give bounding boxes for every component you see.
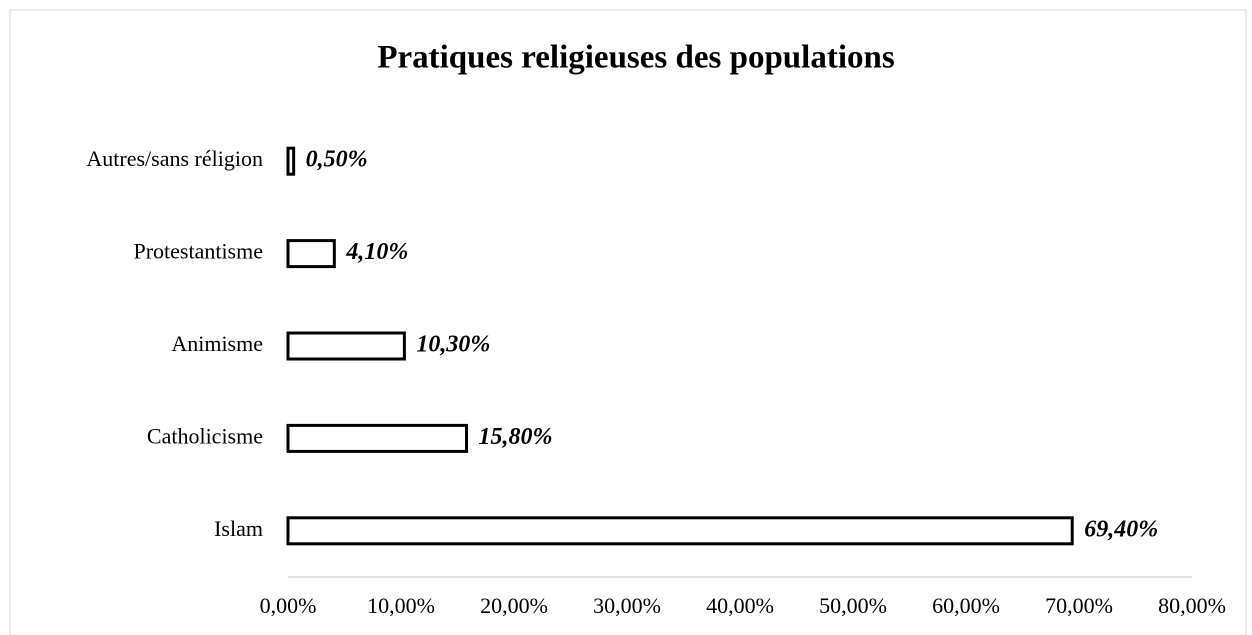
x-tick-label: 60,00%	[932, 593, 1000, 618]
bar	[286, 239, 336, 269]
data-label: 15,80%	[479, 424, 553, 450]
y-tick-label: Animisme	[171, 331, 263, 356]
bar	[286, 423, 469, 453]
bar	[286, 331, 406, 361]
x-tick-label: 30,00%	[593, 593, 661, 618]
data-label: 69,40%	[1084, 516, 1158, 542]
x-tick-label: 10,00%	[367, 593, 435, 618]
y-tick-label: Autres/sans réligion	[86, 146, 263, 171]
chart-title: Pratiques religieuses des populations	[377, 40, 895, 76]
x-tick-label: 0,00%	[260, 593, 317, 618]
data-label: 0,50%	[306, 147, 368, 173]
x-tick-label: 20,00%	[480, 593, 548, 618]
data-label: 10,30%	[416, 332, 490, 358]
bar	[286, 146, 296, 176]
x-tick-label: 50,00%	[819, 593, 887, 618]
y-tick-label: Islam	[214, 516, 263, 541]
x-tick-label: 80,00%	[1158, 593, 1226, 618]
y-tick-label: Protestantisme	[133, 239, 263, 264]
data-label: 4,10%	[345, 239, 408, 265]
bar	[286, 516, 1074, 546]
x-tick-label: 40,00%	[706, 593, 774, 618]
x-tick-label: 70,00%	[1045, 593, 1113, 618]
y-tick-label: Catholicisme	[147, 423, 263, 448]
